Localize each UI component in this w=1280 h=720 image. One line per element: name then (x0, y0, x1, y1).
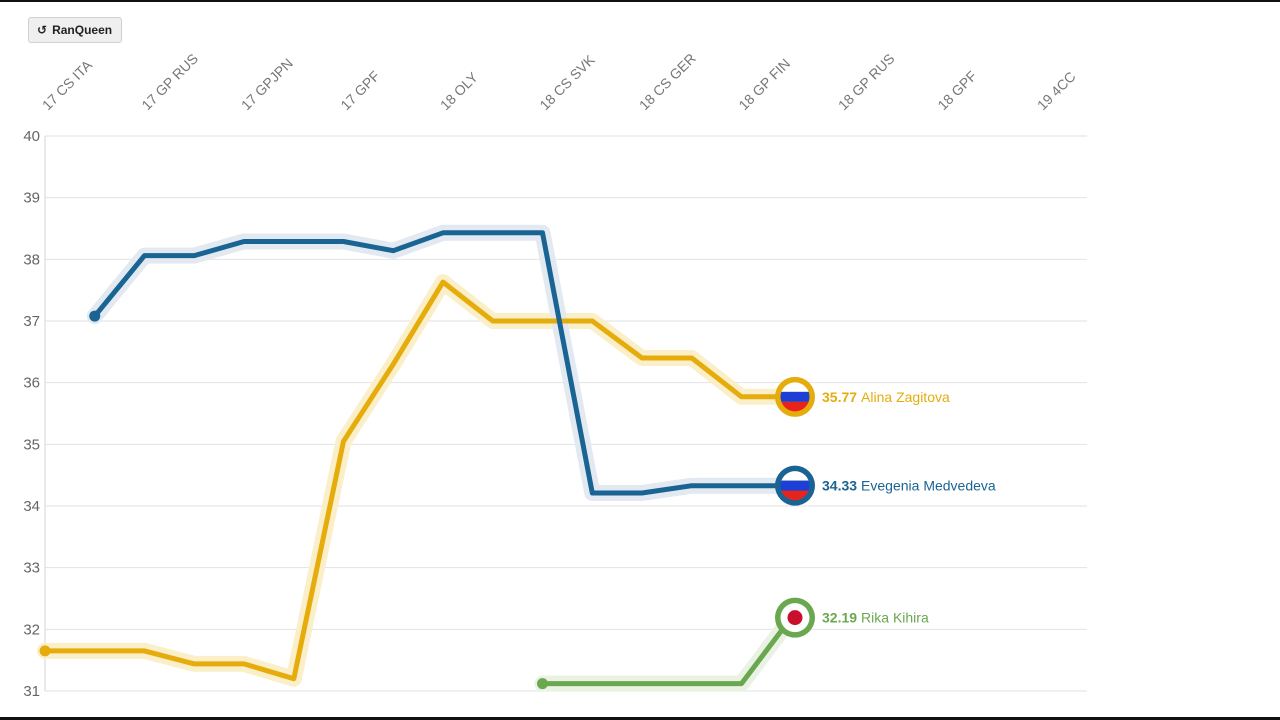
series-name: Rika Kihira (861, 610, 929, 626)
flag-white-band (780, 471, 810, 481)
replay-button[interactable]: ↺ RanQueen (28, 17, 123, 43)
flag-blue-band (780, 480, 810, 491)
series-end-label: 32.19 Rika Kihira (822, 610, 929, 626)
series-end-label: 35.77 Alina Zagitova (822, 389, 950, 405)
russia-flag-icon (775, 465, 815, 506)
flag-red-band (780, 401, 810, 412)
y-tick-label: 36 (23, 375, 40, 392)
y-tick-label: 33 (23, 560, 40, 577)
flag-red-band (780, 490, 810, 501)
series-end-value: 32.19 (822, 610, 857, 626)
flag-white-band (780, 382, 810, 392)
series-start-point-1 (89, 310, 101, 322)
flag-fill (780, 382, 810, 412)
replay-button-label: RanQueen (52, 23, 113, 37)
series-glow-0 (37, 274, 785, 687)
japan-flag-icon (775, 597, 815, 638)
flag-blue-band (780, 391, 810, 402)
series-line-0 (45, 279, 777, 682)
series-line-1 (92, 230, 777, 496)
x-tick-label: 18 GP RUS (835, 50, 898, 113)
y-tick-label: 40 (23, 128, 40, 145)
x-tick-label: 18 GPF (934, 68, 979, 113)
series-name: Evegenia Medvedeva (861, 478, 996, 494)
flag-fill (780, 471, 810, 501)
y-tick-label: 37 (23, 313, 40, 330)
x-tick-label: 17 CS ITA (39, 56, 96, 113)
flag-fill (780, 603, 810, 633)
series-start-point-2 (537, 678, 548, 690)
series-end-value: 35.77 (822, 389, 857, 405)
series-name: Alina Zagitova (861, 389, 950, 405)
x-tick-label: 17 GPF (337, 68, 382, 113)
y-tick-label: 35 (23, 436, 40, 453)
y-tick-label: 38 (23, 251, 40, 268)
series-line-2 (542, 616, 794, 687)
series-start-point-0 (39, 645, 51, 657)
x-tick-label: 18 CS SVK (536, 51, 598, 113)
series-glow-2 (534, 609, 800, 692)
x-tick-label: 18 CS GER (636, 50, 699, 113)
x-tick-label: 18 GP FIN (735, 55, 793, 113)
series-end-label: 34.33 Evegenia Medvedeva (822, 478, 996, 494)
y-tick-label: 31 (23, 683, 40, 700)
series-end-value: 34.33 (822, 478, 857, 494)
x-tick-label: 19 4CC (1034, 68, 1079, 113)
y-tick-label: 32 (23, 621, 40, 638)
replay-icon: ↺ (37, 23, 48, 37)
x-tick-label: 18 OLY (437, 69, 482, 114)
russia-flag-icon (775, 376, 815, 417)
y-tick-label: 34 (23, 498, 40, 515)
x-tick-label: 17 GPJPN (238, 55, 296, 113)
flag-sun (787, 610, 803, 626)
x-tick-label: 17 GP RUS (138, 50, 201, 113)
y-tick-label: 39 (23, 190, 40, 207)
